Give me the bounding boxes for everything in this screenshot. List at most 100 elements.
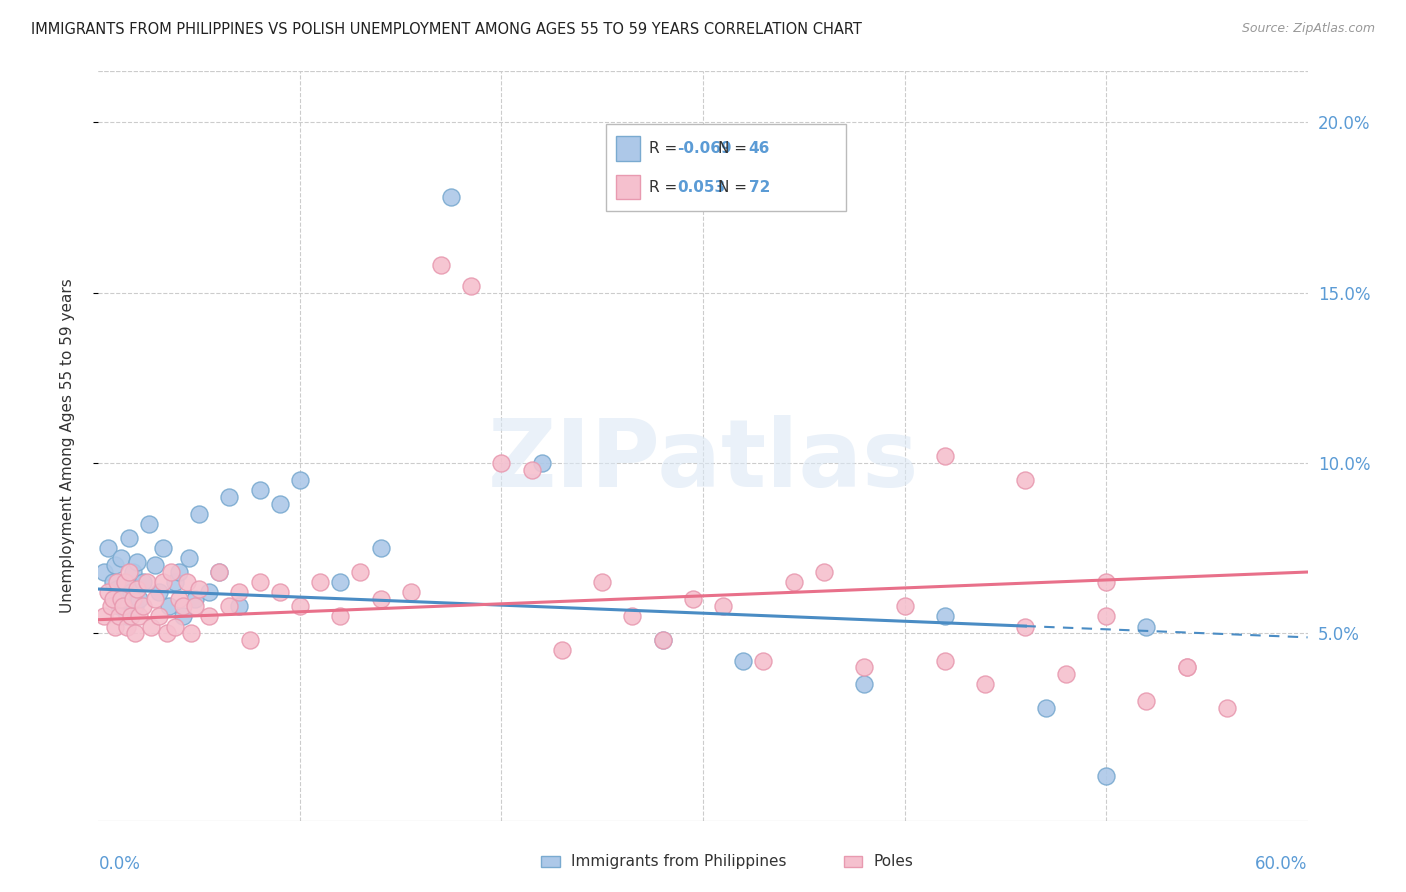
- Point: [118, 531, 141, 545]
- Point: [1095, 769, 1118, 783]
- Point: [651, 633, 673, 648]
- Point: [152, 541, 174, 556]
- Point: [853, 677, 876, 691]
- Point: [329, 609, 352, 624]
- Point: [1135, 619, 1157, 633]
- Point: [711, 599, 734, 613]
- Point: [530, 456, 553, 470]
- Point: [97, 541, 120, 556]
- Text: 0.0%: 0.0%: [98, 855, 141, 872]
- Point: [370, 541, 392, 556]
- Text: N =: N =: [717, 141, 752, 156]
- Point: [103, 558, 125, 573]
- Text: Poles: Poles: [873, 855, 912, 869]
- Point: [1095, 575, 1118, 590]
- Point: [188, 582, 211, 596]
- Point: [184, 592, 207, 607]
- Point: [733, 654, 755, 668]
- Point: [180, 626, 202, 640]
- Point: [520, 463, 543, 477]
- Point: [621, 609, 644, 624]
- Point: [100, 599, 122, 613]
- Point: [1054, 667, 1077, 681]
- Point: [97, 585, 120, 599]
- Point: [101, 592, 124, 607]
- Text: R =: R =: [650, 141, 682, 156]
- Point: [132, 575, 155, 590]
- Point: [934, 654, 956, 668]
- Point: [110, 551, 132, 566]
- Point: [118, 565, 141, 579]
- Point: [218, 490, 240, 504]
- Point: [934, 449, 956, 463]
- Point: [349, 565, 371, 579]
- Point: [682, 592, 704, 607]
- Point: [114, 575, 136, 590]
- Point: [110, 592, 132, 607]
- Point: [239, 633, 262, 648]
- Text: -0.069: -0.069: [676, 141, 731, 156]
- Text: 0.053: 0.053: [676, 179, 725, 194]
- Point: [143, 592, 166, 607]
- Text: 60.0%: 60.0%: [1256, 855, 1308, 872]
- Point: [101, 575, 124, 590]
- Point: [160, 565, 183, 579]
- Point: [269, 585, 291, 599]
- Point: [138, 517, 160, 532]
- Point: [591, 575, 613, 590]
- Point: [132, 599, 155, 613]
- Point: [163, 575, 186, 590]
- Point: [124, 626, 146, 640]
- Point: [783, 575, 806, 590]
- Point: [172, 599, 194, 613]
- Point: [249, 483, 271, 498]
- Point: [934, 609, 956, 624]
- Point: [93, 609, 115, 624]
- Point: [198, 585, 221, 599]
- Point: [370, 592, 392, 607]
- Point: [121, 565, 143, 579]
- Point: [93, 565, 115, 579]
- Point: [309, 575, 332, 590]
- Point: [1175, 660, 1198, 674]
- Point: [124, 599, 146, 613]
- Text: Immigrants from Philippines: Immigrants from Philippines: [571, 855, 786, 869]
- Text: 46: 46: [749, 141, 770, 156]
- Point: [893, 599, 915, 613]
- Point: [152, 575, 174, 590]
- Point: [107, 609, 129, 624]
- Point: [176, 575, 198, 590]
- Point: [218, 599, 240, 613]
- Point: [1175, 660, 1198, 674]
- Point: [460, 279, 482, 293]
- Point: [813, 565, 835, 579]
- Point: [430, 259, 453, 273]
- Point: [288, 473, 311, 487]
- Text: Source: ZipAtlas.com: Source: ZipAtlas.com: [1241, 22, 1375, 36]
- Point: [1095, 609, 1118, 624]
- Point: [148, 609, 170, 624]
- Point: [399, 585, 422, 599]
- Point: [115, 619, 138, 633]
- Point: [853, 660, 876, 674]
- Y-axis label: Unemployment Among Ages 55 to 59 years: Unemployment Among Ages 55 to 59 years: [60, 278, 75, 614]
- Point: [491, 456, 513, 470]
- Point: [551, 643, 574, 657]
- Text: ZIPatlas: ZIPatlas: [488, 415, 918, 507]
- Point: [167, 592, 190, 607]
- Point: [172, 609, 194, 624]
- Point: [440, 190, 463, 204]
- Text: R =: R =: [650, 179, 688, 194]
- Point: [157, 599, 180, 613]
- Point: [120, 609, 142, 624]
- Point: [752, 654, 775, 668]
- Point: [1014, 619, 1036, 633]
- Point: [269, 497, 291, 511]
- Point: [208, 565, 231, 579]
- Point: [120, 585, 142, 599]
- Point: [1135, 694, 1157, 708]
- Point: [107, 599, 129, 613]
- Point: [115, 609, 138, 624]
- Point: [228, 599, 250, 613]
- Text: 72: 72: [749, 179, 770, 194]
